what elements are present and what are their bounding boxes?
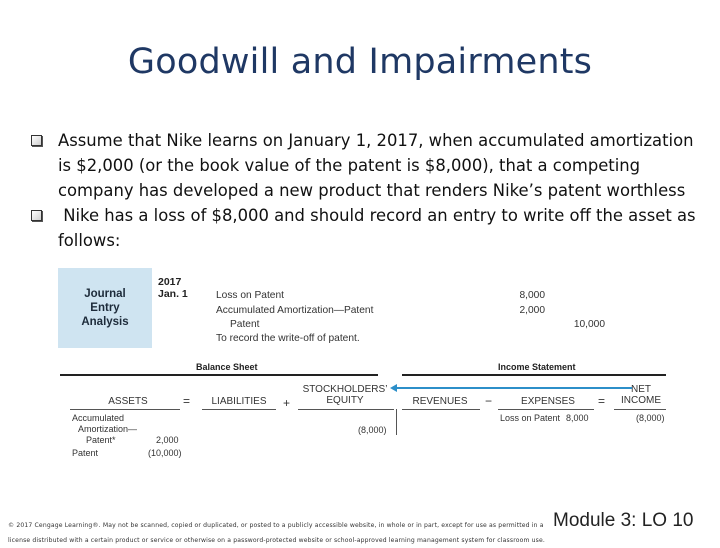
bullet-text: Nike has a loss of $8,000 and should rec… — [58, 206, 701, 250]
credit-amount: 10,000 — [573, 319, 605, 330]
entry-day: Jan. 1 — [158, 288, 188, 300]
label-line: Entry — [90, 302, 120, 314]
equals-sign: = — [183, 394, 191, 408]
label-line: Analysis — [81, 316, 129, 328]
assets-heading: ASSETS — [108, 396, 148, 407]
journal-entry-analysis-label: Journal Entry Analysis — [58, 268, 152, 348]
bullet-item: Assume that Nike learns on January 1, 20… — [28, 128, 698, 203]
net-income-heading-line: INCOME — [621, 395, 661, 406]
journal-account: Loss on Patent — [216, 290, 284, 301]
label-line: Journal — [84, 288, 126, 300]
equity-amount: (8,000) — [358, 425, 387, 435]
plus-sign: + — [283, 396, 291, 410]
arrow-left-icon — [390, 384, 397, 392]
asset-item-line: Patent* — [86, 435, 116, 445]
net-income-heading: NET INCOME — [613, 384, 669, 406]
equals-sign: = — [598, 394, 606, 408]
checkbox-bullet-icon — [31, 210, 42, 221]
equity-heading-line: EQUITY — [326, 395, 364, 406]
income-statement-rule — [402, 374, 666, 376]
expense-item: Loss on Patent — [500, 413, 561, 423]
balance-sheet-header: Balance Sheet — [196, 362, 258, 372]
module-label: Module 3: LO 10 — [553, 510, 694, 531]
revenues-heading: REVENUES — [412, 396, 468, 407]
assets-underline — [70, 409, 180, 410]
closing-arrow-line — [396, 387, 632, 389]
net-income-heading-line: NET — [631, 384, 651, 395]
journal-explanation: To record the write-off of patent. — [216, 333, 360, 344]
expenses-underline — [498, 409, 594, 410]
equity-underline — [298, 409, 394, 410]
equity-heading: STOCKHOLDERS’ EQUITY — [300, 384, 390, 406]
asset-item-accumulated-amortization: Accumulated Amortization— Patent* — [72, 413, 137, 446]
income-statement-header: Income Statement — [498, 362, 576, 372]
checkbox-bullet-icon — [31, 135, 42, 146]
journal-account: Accumulated Amortization—Patent — [216, 305, 374, 316]
entry-year: 2017 — [158, 276, 182, 288]
bullet-item: Nike has a loss of $8,000 and should rec… — [28, 203, 698, 253]
net-income-amount: (8,000) — [636, 413, 665, 423]
copyright-notice: © 2017 Cengage Learning®. May not be sca… — [8, 522, 545, 544]
expenses-heading: EXPENSES — [521, 396, 575, 407]
journal-account: Patent — [230, 319, 260, 330]
asset-amount: 2,000 — [156, 435, 179, 445]
liabilities-heading: LIABILITIES — [211, 396, 267, 407]
bullet-list: Assume that Nike learns on January 1, 20… — [28, 128, 698, 253]
bullet-text: Assume that Nike learns on January 1, 20… — [58, 131, 694, 200]
equity-heading-line: STOCKHOLDERS’ — [302, 384, 388, 395]
net-income-underline — [614, 409, 666, 410]
column-divider — [396, 409, 397, 435]
debit-amount: 8,000 — [519, 290, 546, 301]
journal-entry-figure: Journal Entry Analysis 2017 Jan. 1 Loss … — [58, 268, 670, 468]
minus-sign: − — [485, 394, 493, 408]
slide-title: Goodwill and Impairments — [127, 42, 593, 82]
revenues-underline — [402, 409, 480, 410]
asset-item-patent: Patent — [72, 448, 99, 458]
entry-date: 2017 Jan. 1 — [158, 276, 188, 300]
liabilities-underline — [202, 409, 276, 410]
asset-item-line: Accumulated — [72, 413, 125, 423]
debit-amount: 2,000 — [519, 305, 546, 316]
asset-item-line: Amortization— — [78, 424, 138, 434]
expense-amount: 8,000 — [566, 413, 589, 423]
balance-sheet-rule — [60, 374, 378, 376]
asset-amount: (10,000) — [148, 448, 182, 458]
